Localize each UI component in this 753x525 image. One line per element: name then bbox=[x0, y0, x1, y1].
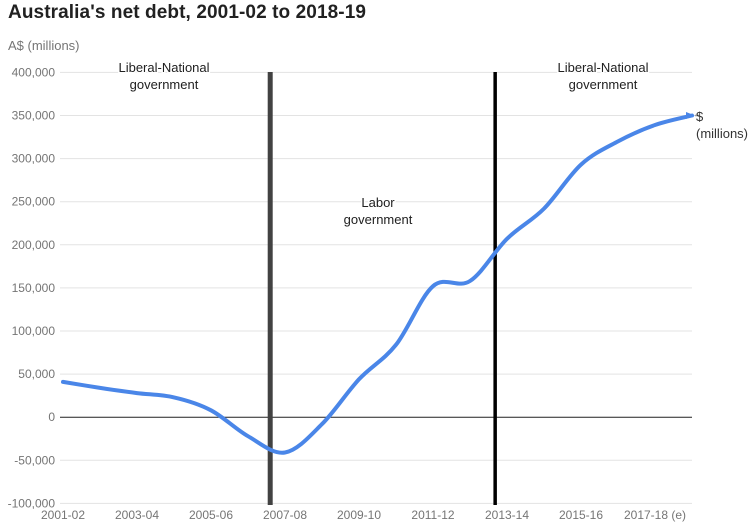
x-tick-label: 2009-10 bbox=[337, 508, 381, 522]
x-tick-label: 2001-02 bbox=[41, 508, 85, 522]
annotation-liberal-left: Liberal-National bbox=[118, 60, 209, 75]
x-tick-label: 2005-06 bbox=[189, 508, 233, 522]
annotation-labor: Labor bbox=[361, 195, 395, 210]
x-tick-label: 2003-04 bbox=[115, 508, 159, 522]
annotation-series-end: (millions) bbox=[696, 126, 748, 141]
net-debt-line bbox=[61, 113, 694, 455]
y-tick-label: 300,000 bbox=[12, 152, 56, 166]
annotation-liberal-right: Liberal-National bbox=[557, 60, 648, 75]
x-tick-label: 2007-08 bbox=[263, 508, 307, 522]
annotation-liberal-right: government bbox=[569, 77, 638, 92]
y-tick-label: 50,000 bbox=[18, 367, 55, 381]
y-tick-label: 200,000 bbox=[12, 238, 56, 252]
chart-title: Australia's net debt, 2001-02 to 2018-19 bbox=[8, 2, 367, 23]
x-tick-label: 2015-16 bbox=[559, 508, 603, 522]
line-end-arrow-icon bbox=[686, 112, 695, 119]
x-tick-label: 2011-12 bbox=[411, 508, 454, 522]
annotation-series-end: $ bbox=[696, 109, 704, 124]
y-tick-label: -100,000 bbox=[8, 496, 56, 510]
annotation-labor: government bbox=[344, 212, 413, 227]
annotation-liberal-left: government bbox=[130, 77, 199, 92]
y-tick-label: 400,000 bbox=[12, 65, 56, 79]
y-axis-unit-label: A$ (millions) bbox=[8, 38, 80, 53]
y-tick-label: 150,000 bbox=[12, 281, 56, 295]
y-tick-label: 350,000 bbox=[12, 109, 56, 123]
x-tick-label: 2017-18 (e) bbox=[624, 508, 686, 522]
y-tick-label: -50,000 bbox=[14, 453, 55, 467]
x-tick-label: 2013-14 bbox=[485, 508, 529, 522]
y-tick-label: 250,000 bbox=[12, 195, 56, 209]
y-tick-label: 0 bbox=[48, 410, 55, 424]
y-tick-label: 100,000 bbox=[12, 324, 56, 338]
